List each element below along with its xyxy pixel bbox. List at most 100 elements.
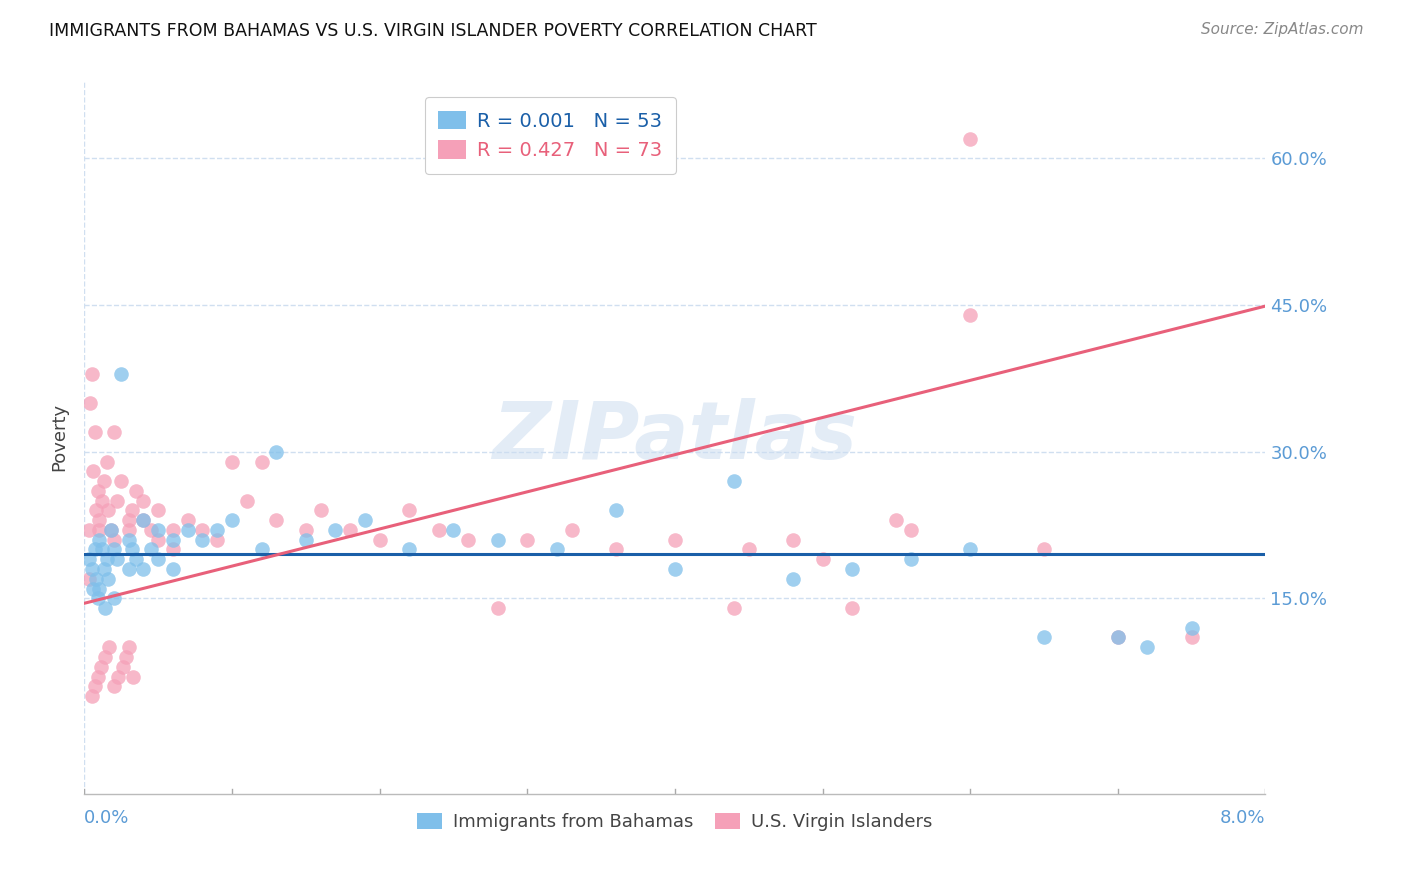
Point <box>118 513 141 527</box>
Point <box>96 552 118 566</box>
Point <box>87 523 111 537</box>
Point <box>91 542 114 557</box>
Point <box>486 533 509 547</box>
Point <box>427 523 450 537</box>
Point <box>354 513 377 527</box>
Point <box>105 493 128 508</box>
Point <box>100 523 122 537</box>
Point <box>103 533 125 547</box>
Point <box>264 444 288 458</box>
Text: Source: ZipAtlas.com: Source: ZipAtlas.com <box>1201 22 1364 37</box>
Point <box>105 552 128 566</box>
Point <box>295 523 318 537</box>
Point <box>82 464 104 478</box>
Point <box>443 523 465 537</box>
Legend: Immigrants from Bahamas, U.S. Virgin Islanders: Immigrants from Bahamas, U.S. Virgin Isl… <box>409 805 941 838</box>
Point <box>87 533 111 547</box>
Point <box>1136 640 1159 655</box>
Point <box>139 523 162 537</box>
Point <box>110 474 132 488</box>
Point <box>900 523 922 537</box>
Point <box>77 552 100 566</box>
Point <box>207 523 229 537</box>
Point <box>546 542 568 557</box>
Point <box>841 562 863 576</box>
Point <box>121 542 143 557</box>
Point <box>148 552 170 566</box>
Point <box>162 562 184 576</box>
Point <box>103 679 125 693</box>
Point <box>110 367 132 381</box>
Point <box>1181 621 1204 635</box>
Point <box>235 493 259 508</box>
Point <box>664 533 686 547</box>
Point <box>723 601 745 615</box>
Point <box>132 513 155 527</box>
Point <box>221 513 243 527</box>
Point <box>93 562 115 576</box>
Point <box>1033 542 1056 557</box>
Text: 0.0%: 0.0% <box>84 808 129 827</box>
Point <box>738 542 761 557</box>
Point <box>118 562 141 576</box>
Point <box>125 483 148 498</box>
Point <box>177 523 200 537</box>
Point <box>83 425 105 440</box>
Point <box>191 533 214 547</box>
Text: IMMIGRANTS FROM BAHAMAS VS U.S. VIRGIN ISLANDER POVERTY CORRELATION CHART: IMMIGRANTS FROM BAHAMAS VS U.S. VIRGIN I… <box>49 22 817 40</box>
Point <box>900 552 922 566</box>
Point <box>87 582 111 596</box>
Text: 8.0%: 8.0% <box>1220 808 1265 827</box>
Point <box>162 542 184 557</box>
Point <box>86 591 108 606</box>
Point <box>1033 631 1056 645</box>
Point <box>148 523 170 537</box>
Point <box>86 483 108 498</box>
Point <box>80 689 103 703</box>
Y-axis label: Poverty: Poverty <box>51 403 69 471</box>
Point <box>82 582 104 596</box>
Point <box>97 503 120 517</box>
Point <box>91 493 114 508</box>
Point <box>132 493 155 508</box>
Point <box>94 650 117 665</box>
Point <box>605 503 627 517</box>
Point <box>1181 631 1204 645</box>
Point <box>79 396 101 410</box>
Point <box>122 669 145 683</box>
Point <box>457 533 479 547</box>
Point <box>811 552 834 566</box>
Point <box>516 533 538 547</box>
Point <box>782 572 804 586</box>
Point <box>162 533 184 547</box>
Point <box>398 503 420 517</box>
Point <box>959 542 981 557</box>
Point <box>125 552 148 566</box>
Point <box>77 572 100 586</box>
Point <box>118 640 141 655</box>
Point <box>103 425 125 440</box>
Point <box>94 601 117 615</box>
Point <box>103 591 125 606</box>
Point <box>486 601 509 615</box>
Point <box>148 503 170 517</box>
Point <box>118 523 141 537</box>
Point <box>87 513 111 527</box>
Point <box>398 542 420 557</box>
Point <box>86 669 108 683</box>
Point <box>605 542 627 557</box>
Point <box>148 533 170 547</box>
Point <box>84 503 107 517</box>
Point <box>162 523 184 537</box>
Point <box>1107 631 1129 645</box>
Point <box>723 474 745 488</box>
Point <box>886 513 908 527</box>
Point <box>841 601 863 615</box>
Point <box>118 533 141 547</box>
Point <box>132 513 155 527</box>
Point <box>111 660 134 674</box>
Point <box>207 533 229 547</box>
Point <box>80 367 103 381</box>
Point <box>132 562 155 576</box>
Point <box>191 523 214 537</box>
